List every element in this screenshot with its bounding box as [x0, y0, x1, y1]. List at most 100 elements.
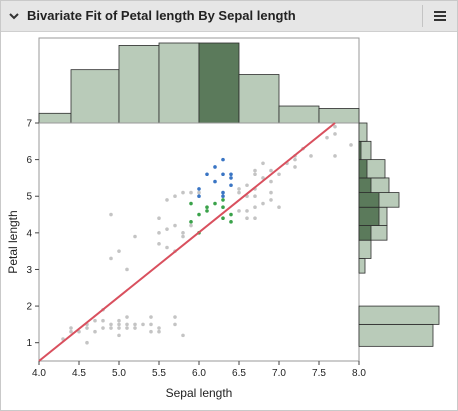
- scatter-point: [125, 267, 129, 272]
- scatter-point: [261, 176, 265, 180]
- x-tick-label: 5.5: [152, 368, 166, 379]
- x-histogram-bar: [238, 74, 280, 124]
- scatter-point: [269, 198, 273, 202]
- scatter-point: [245, 183, 249, 188]
- report-title: Bivariate Fit of Petal length By Sepal l…: [27, 8, 296, 23]
- scatter-point: [221, 198, 225, 202]
- y-axis: 1 2 3 4 5 6 7: [26, 119, 39, 349]
- scatter-point: [237, 209, 241, 213]
- scatter-point: [93, 318, 97, 323]
- x-histogram-bar: [70, 69, 120, 124]
- scatter-point: [293, 157, 297, 162]
- y-histogram-selected-bar: [358, 206, 380, 226]
- scatter-point: [173, 194, 177, 199]
- y-histogram-bar: [358, 239, 372, 259]
- y-histogram-bar: [358, 258, 366, 274]
- scatter-point: [221, 216, 225, 220]
- scatter-point: [181, 231, 185, 235]
- x-histogram-bar: [38, 112, 72, 124]
- scatter-point: [117, 249, 121, 253]
- scatter-point: [157, 326, 161, 330]
- scatter-point: [181, 190, 185, 195]
- x-histogram-bar: [278, 105, 320, 124]
- scatter-point: [325, 135, 329, 140]
- scatter-point: [333, 154, 337, 158]
- scatter-point: [229, 220, 233, 224]
- scatter-point: [197, 194, 201, 199]
- report-title-bar: Bivariate Fit of Petal length By Sepal l…: [1, 1, 457, 32]
- scatter-point: [253, 172, 257, 177]
- scatter-point: [165, 227, 169, 231]
- scatter-point: [149, 322, 153, 327]
- scatter-point: [93, 329, 97, 334]
- scatter-point: [253, 168, 257, 173]
- y-axis-title: Petal length: [6, 210, 20, 273]
- scatter-point: [229, 212, 233, 217]
- y-tick-label: 3: [26, 265, 32, 276]
- scatter-point: [333, 132, 337, 136]
- scatter-point: [221, 157, 225, 162]
- scatter-point: [173, 315, 177, 319]
- scatter-point: [253, 194, 257, 199]
- scatter-point: [237, 190, 241, 195]
- scatter-point: [197, 187, 201, 191]
- scatter-point: [133, 326, 137, 330]
- x-tick-label: 6.0: [192, 368, 206, 379]
- scatter-point: [213, 201, 217, 206]
- scatter-point: [221, 205, 225, 210]
- y-tick-label: 6: [26, 155, 32, 166]
- scatter-point: [253, 216, 257, 220]
- scatter-point: [221, 172, 225, 177]
- y-histogram-selected-bar: [358, 159, 368, 179]
- scatter-point: [181, 333, 185, 338]
- scatter-point: [229, 183, 233, 188]
- scatter-point: [269, 168, 273, 173]
- scatter-point: [109, 212, 113, 217]
- scatter-point: [157, 329, 161, 334]
- scatter-point: [69, 329, 73, 334]
- scatter-point: [125, 326, 129, 330]
- scatter-point: [229, 172, 233, 177]
- scatter-point: [141, 322, 145, 327]
- y-histogram-bar: [358, 323, 434, 347]
- x-tick-label: 4.5: [72, 368, 86, 379]
- x-histogram: [38, 42, 360, 124]
- y-histogram: [358, 122, 440, 347]
- scatter-point: [293, 165, 297, 169]
- scatter-point: [109, 326, 113, 330]
- scatter-point: [277, 205, 281, 210]
- scatter-point: [261, 161, 265, 166]
- x-histogram-bar: [118, 45, 160, 124]
- scatter-point: [253, 205, 257, 210]
- scatter-point: [173, 223, 177, 228]
- fit-line-group: [38, 122, 336, 362]
- scatter-point: [165, 198, 169, 202]
- x-tick-label: 8.0: [352, 368, 366, 379]
- linear-fit-line: [38, 122, 336, 362]
- scatter-point: [125, 315, 129, 319]
- scatter-point: [85, 340, 89, 345]
- scatter-point: [117, 326, 121, 330]
- title-divider: [422, 5, 423, 27]
- scatter-point: [101, 318, 105, 323]
- scatter-point: [261, 201, 265, 206]
- chevron-down-icon[interactable]: [8, 10, 20, 22]
- scatter-point: [85, 326, 89, 330]
- scatter-point: [197, 190, 201, 195]
- x-histogram-bar: [158, 42, 200, 124]
- y-histogram-selected-bar: [358, 192, 380, 208]
- scatter-point: [125, 322, 129, 327]
- scatter-point: [205, 209, 209, 213]
- hamburger-menu-icon[interactable]: [433, 9, 447, 23]
- scatter-point: [237, 187, 241, 191]
- y-histogram-selected-bar: [358, 177, 372, 193]
- x-tick-label: 5.0: [112, 368, 126, 379]
- scatter-point: [173, 322, 177, 327]
- scatter-point: [277, 172, 281, 177]
- scatter-point: [221, 190, 225, 195]
- x-histogram-bar: [198, 42, 240, 124]
- scatter-point: [205, 205, 209, 210]
- scatter-point: [189, 190, 193, 195]
- scatter-point: [269, 179, 273, 184]
